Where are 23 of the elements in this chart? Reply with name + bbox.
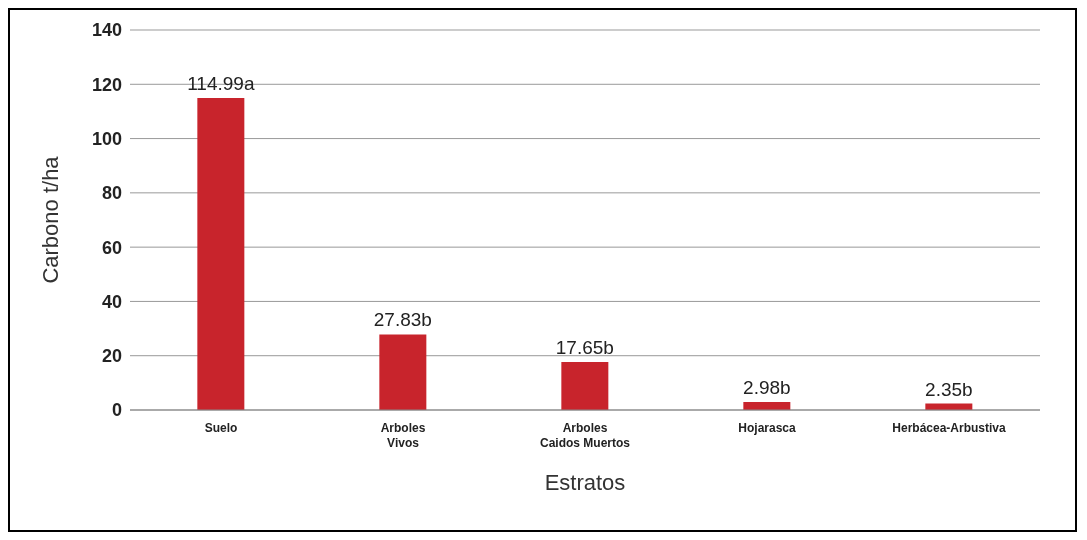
x-tick-label: Herbácea-Arbustiva [892,421,1007,435]
y-tick-label: 60 [101,237,122,258]
y-tick-label: 80 [101,183,122,204]
x-tick-label: Arboles Vivos [380,421,426,450]
data-label: 17.65b [555,337,614,359]
y-axis-title: Carbono t/ha [37,155,63,284]
y-tick-label: 20 [101,346,122,367]
x-tick-label: Suelo [204,421,238,435]
x-axis-title: Estratos [544,470,626,495]
bar [561,362,609,410]
y-tick-label: 140 [91,20,122,41]
data-label: 2.35b [925,378,973,400]
data-label: 2.98b [743,376,791,398]
data-label: 27.83b [373,309,432,331]
y-tick-label: 0 [111,400,122,421]
y-tick-label: 40 [101,291,122,312]
bar [379,334,427,410]
y-tick-label: 100 [91,128,122,149]
bar [197,97,245,410]
x-tick-label: Arboles Caidos Muertos [539,421,631,450]
y-tick-label: 120 [91,74,122,95]
x-tick-label: Hojarasca [738,421,797,435]
data-label: 114.99a [187,72,255,94]
